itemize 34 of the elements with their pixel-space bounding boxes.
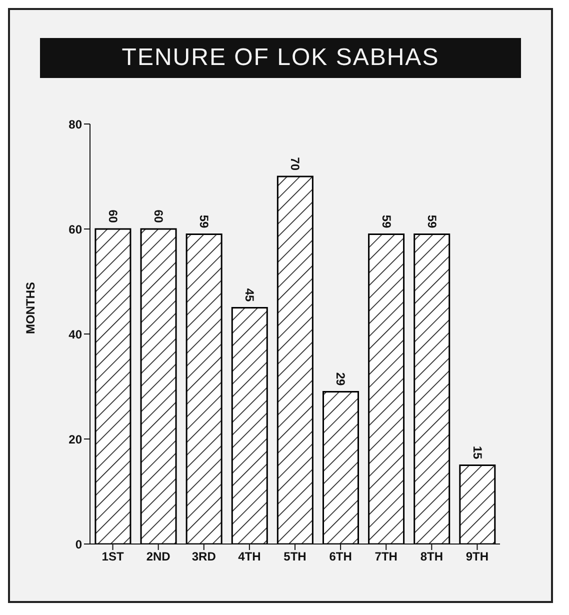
data-label: 70 (288, 157, 302, 171)
bar (140, 228, 177, 544)
x-tick-label: 5TH (284, 550, 306, 564)
x-tick-label: 8TH (420, 550, 444, 564)
y-tick-label: 80 (68, 117, 82, 132)
y-tick-label: 20 (68, 432, 82, 446)
y-tick-label: 0 (75, 537, 82, 552)
data-label: 45 (242, 288, 257, 302)
bar (322, 391, 359, 544)
data-label: 59 (379, 214, 394, 229)
bar (276, 176, 314, 544)
data-label: 59 (197, 214, 212, 229)
x-tick-label: 2ND (146, 550, 171, 564)
bar (414, 234, 450, 544)
chart-title: TENURE OF LOK SABHAS (40, 38, 521, 78)
bar (231, 307, 268, 544)
bar (368, 234, 405, 544)
x-tick-label: 7TH (374, 550, 398, 564)
x-tick-label: 4TH (238, 550, 261, 564)
bar (186, 234, 222, 544)
data-label: 60 (106, 210, 120, 224)
x-tick-label: 9TH (466, 550, 489, 564)
bar (459, 464, 496, 544)
data-label: 60 (152, 210, 166, 224)
x-tick-label: 6TH (329, 550, 352, 564)
data-label: 15 (470, 446, 484, 460)
bar (94, 228, 132, 544)
y-axis-title: MONTHS (23, 282, 38, 334)
y-tick-label: 40 (68, 327, 82, 342)
x-tick-label: 1ST (102, 550, 124, 564)
y-tick-label: 60 (68, 222, 82, 236)
data-label: 29 (334, 372, 348, 386)
x-tick-label: 3RD (192, 550, 216, 564)
data-label: 59 (424, 214, 439, 229)
